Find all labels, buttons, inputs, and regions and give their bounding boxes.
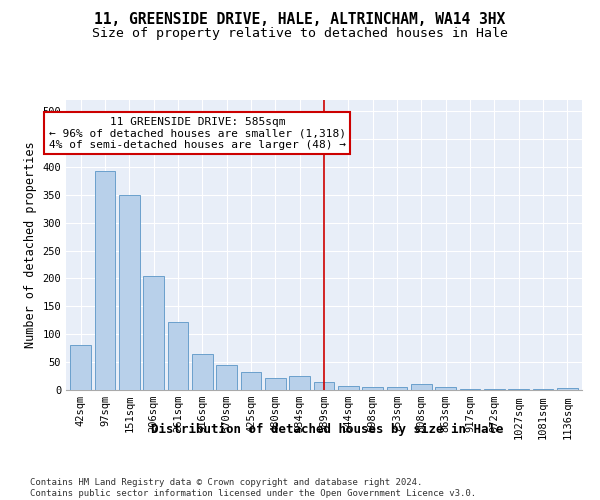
Y-axis label: Number of detached properties: Number of detached properties — [24, 142, 37, 348]
Bar — [436, 387, 456, 390]
Bar — [338, 386, 359, 390]
Bar — [362, 386, 383, 390]
Bar — [411, 384, 432, 390]
Bar — [289, 376, 310, 390]
Bar — [265, 378, 286, 390]
Text: 11, GREENSIDE DRIVE, HALE, ALTRINCHAM, WA14 3HX: 11, GREENSIDE DRIVE, HALE, ALTRINCHAM, W… — [94, 12, 506, 28]
Text: Distribution of detached houses by size in Hale: Distribution of detached houses by size … — [151, 422, 503, 436]
Text: 11 GREENSIDE DRIVE: 585sqm
← 96% of detached houses are smaller (1,318)
4% of se: 11 GREENSIDE DRIVE: 585sqm ← 96% of deta… — [49, 116, 346, 150]
Text: Contains HM Land Registry data © Crown copyright and database right 2024.
Contai: Contains HM Land Registry data © Crown c… — [30, 478, 476, 498]
Bar — [119, 195, 140, 390]
Bar — [95, 171, 115, 390]
Bar — [216, 365, 237, 390]
Bar — [314, 382, 334, 390]
Bar — [70, 346, 91, 390]
Bar — [241, 372, 262, 390]
Bar — [557, 388, 578, 390]
Bar — [386, 386, 407, 390]
Bar — [484, 389, 505, 390]
Bar — [167, 322, 188, 390]
Bar — [192, 354, 212, 390]
Bar — [460, 389, 481, 390]
Bar — [143, 276, 164, 390]
Text: Size of property relative to detached houses in Hale: Size of property relative to detached ho… — [92, 28, 508, 40]
